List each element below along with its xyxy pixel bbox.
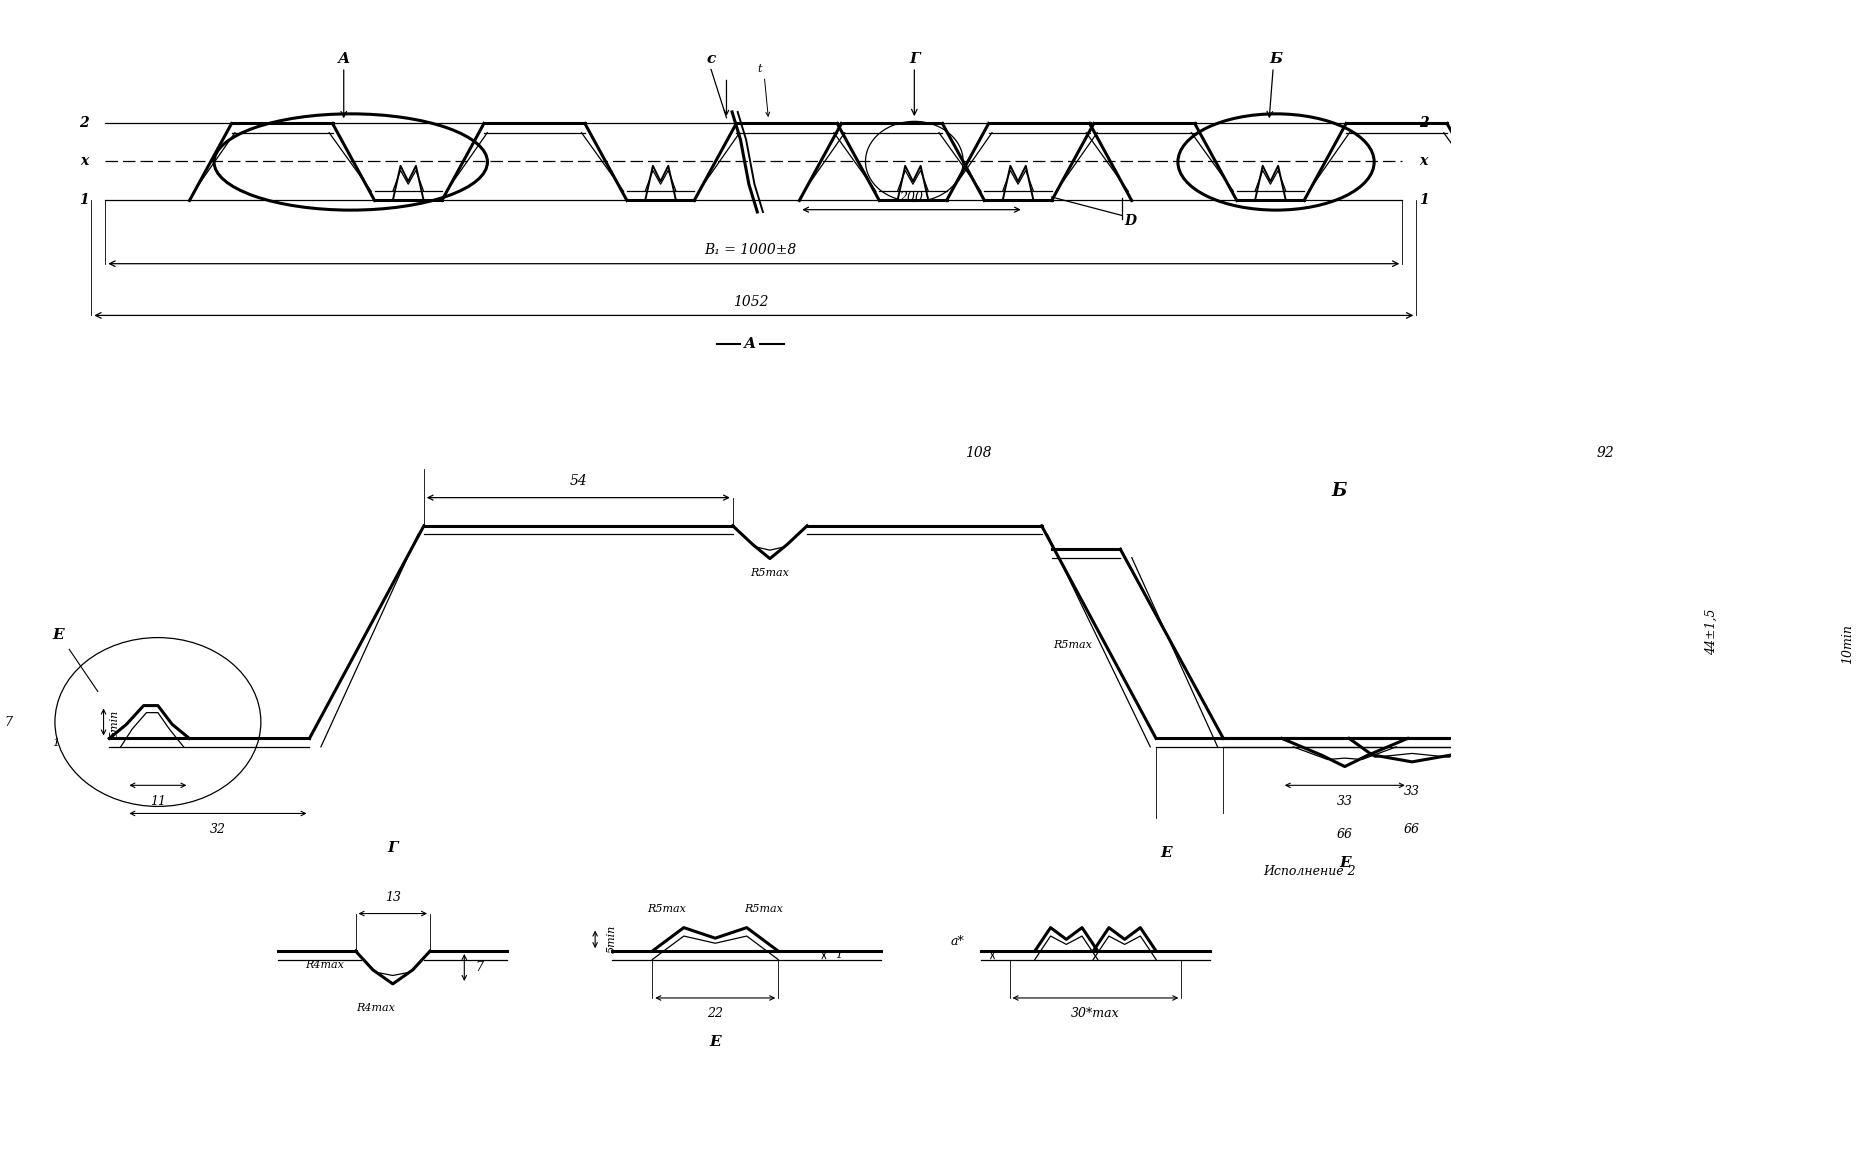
Text: a*: a* bbox=[950, 936, 963, 948]
Text: 54: 54 bbox=[570, 475, 587, 489]
Text: x: x bbox=[80, 155, 88, 169]
Text: 32: 32 bbox=[209, 822, 226, 836]
Text: Б: Б bbox=[1270, 52, 1283, 66]
Text: 7: 7 bbox=[475, 961, 484, 974]
Text: 33: 33 bbox=[1337, 795, 1352, 807]
Text: 30*max: 30*max bbox=[1072, 1007, 1120, 1020]
Text: 22: 22 bbox=[707, 1007, 724, 1020]
Text: Е: Е bbox=[52, 628, 64, 642]
Text: R5max: R5max bbox=[1053, 640, 1092, 649]
Text: с: с bbox=[707, 52, 716, 66]
Text: 11: 11 bbox=[150, 795, 166, 807]
Text: А: А bbox=[338, 52, 350, 66]
Text: Г: Г bbox=[909, 52, 920, 66]
Text: 5min: 5min bbox=[606, 925, 617, 954]
Text: 44±1,5: 44±1,5 bbox=[1705, 609, 1719, 655]
Text: R5max: R5max bbox=[744, 903, 784, 914]
Text: Е: Е bbox=[709, 1036, 722, 1050]
Text: R5max: R5max bbox=[647, 903, 686, 914]
Text: Е: Е bbox=[1159, 847, 1172, 860]
Text: 1: 1 bbox=[836, 951, 843, 960]
Text: 92: 92 bbox=[1597, 446, 1614, 460]
Text: 2: 2 bbox=[1419, 117, 1429, 131]
Text: 2: 2 bbox=[79, 117, 88, 131]
Text: B₁ = 1000±8: B₁ = 1000±8 bbox=[705, 243, 797, 256]
Text: 1: 1 bbox=[1419, 194, 1429, 208]
Text: 1: 1 bbox=[52, 738, 60, 747]
Text: 200: 200 bbox=[899, 191, 924, 204]
Text: 108: 108 bbox=[965, 446, 991, 460]
Text: 13: 13 bbox=[385, 892, 400, 904]
Text: 10min: 10min bbox=[1842, 624, 1853, 664]
Text: 7: 7 bbox=[4, 715, 11, 729]
Text: 66: 66 bbox=[1337, 827, 1352, 841]
Text: Г: Г bbox=[387, 841, 398, 855]
Text: t: t bbox=[757, 64, 763, 74]
Text: x: x bbox=[1419, 155, 1427, 169]
Text: 1: 1 bbox=[79, 194, 88, 208]
Text: 33: 33 bbox=[1404, 785, 1419, 798]
Text: 66: 66 bbox=[1404, 822, 1419, 836]
Text: R4max: R4max bbox=[355, 1003, 395, 1013]
Text: Б: Б bbox=[1331, 483, 1346, 500]
Text: R5max: R5max bbox=[750, 568, 789, 578]
Text: D: D bbox=[1124, 214, 1137, 229]
Text: Исполнение 2: Исполнение 2 bbox=[1262, 865, 1356, 878]
Text: R4max: R4max bbox=[305, 960, 344, 970]
Text: 5min: 5min bbox=[108, 710, 120, 738]
Text: А: А bbox=[744, 337, 757, 351]
Text: 1052: 1052 bbox=[733, 295, 769, 308]
Text: Е: Е bbox=[1339, 856, 1350, 870]
